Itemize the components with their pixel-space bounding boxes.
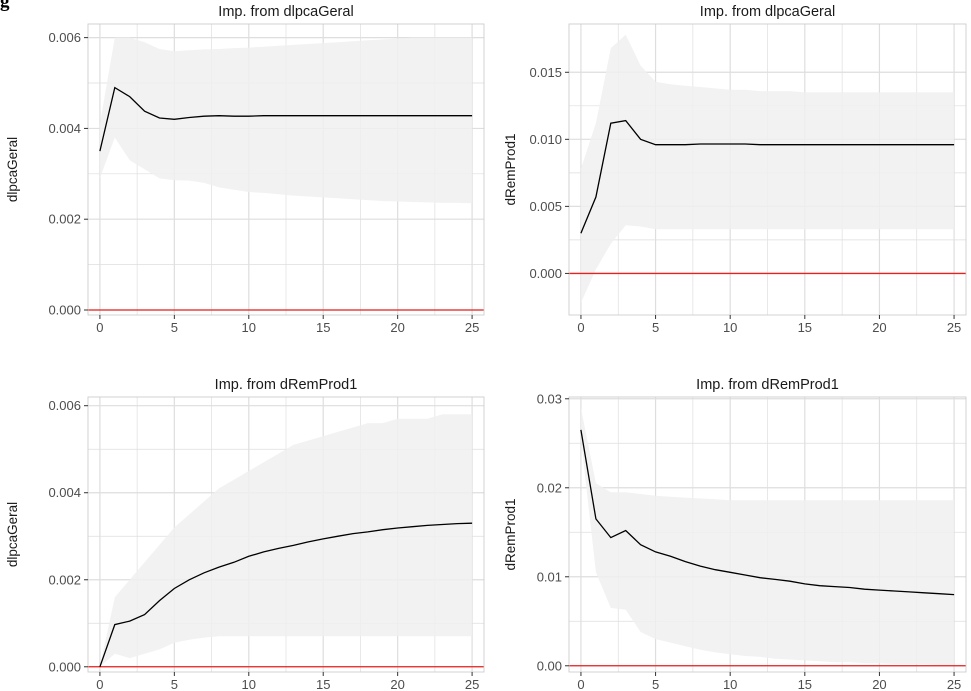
y-tick-label: 0.01 bbox=[537, 569, 562, 584]
x-tick-label: 10 bbox=[723, 677, 737, 691]
x-tick-label: 25 bbox=[947, 677, 961, 691]
x-tick-label: 0 bbox=[577, 677, 584, 691]
panel-title: Imp. from dRemProd1 bbox=[215, 377, 358, 393]
x-tick-label: 5 bbox=[652, 677, 659, 691]
x-tick-label: 15 bbox=[798, 320, 812, 335]
x-tick-label: 25 bbox=[465, 320, 479, 335]
plot-area bbox=[569, 24, 966, 315]
chart-panel-3: 0 5 10 15 20 25 0.000 0.002 0.004 0.006 Imp. from … bbox=[5, 377, 485, 691]
chart-panel-2: 0 5 10 15 20 25 0.000 0.005 0.010 0.015 Imp. from … bbox=[503, 4, 967, 335]
x-tick-label: 25 bbox=[465, 677, 479, 691]
y-tick-label: 0.006 bbox=[48, 30, 81, 45]
panel-border bbox=[568, 23, 967, 316]
x-tick-label: 5 bbox=[652, 320, 659, 335]
x-tick-label: 0 bbox=[577, 320, 584, 335]
impulse-response-line bbox=[580, 429, 955, 596]
plot-area bbox=[569, 397, 966, 672]
y-tick-label: 0.03 bbox=[537, 391, 562, 406]
y-tick-label: 0.00 bbox=[537, 658, 562, 673]
impulse-response-line bbox=[99, 522, 473, 668]
y-tick-label: 0.010 bbox=[529, 132, 562, 147]
panel-title: Imp. from dRemProd1 bbox=[696, 377, 839, 393]
y-tick-label: 0.004 bbox=[48, 121, 81, 136]
plot-area bbox=[88, 397, 484, 672]
x-tick-label: 15 bbox=[316, 677, 330, 691]
y-tick-label: 0.002 bbox=[48, 212, 81, 227]
y-tick-label: 0.000 bbox=[48, 303, 81, 318]
x-tick-label: 0 bbox=[96, 677, 103, 691]
y-axis-label: dlpcaGeral bbox=[5, 137, 20, 202]
panel-title: Imp. from dlpcaGeral bbox=[218, 4, 353, 20]
x-tick-label: 20 bbox=[872, 320, 886, 335]
confidence-band bbox=[580, 34, 955, 303]
chart-panel-1: 0 5 10 15 20 25 0.000 0.002 0.004 0.006 Imp. from … bbox=[5, 4, 485, 335]
x-tick-label: 0 bbox=[96, 320, 103, 335]
y-axis-label: dRemProd1 bbox=[503, 498, 518, 570]
y-tick-label: 0.002 bbox=[48, 572, 81, 587]
confidence-band bbox=[99, 414, 473, 667]
y-tick-label: 0.000 bbox=[529, 266, 562, 281]
impulse-response-line bbox=[580, 119, 955, 234]
x-tick-label: 15 bbox=[798, 677, 812, 691]
panel-border bbox=[568, 396, 967, 673]
x-tick-label: 25 bbox=[947, 320, 961, 335]
y-tick-label: 0.004 bbox=[48, 485, 81, 500]
y-tick-label: 0.015 bbox=[529, 65, 562, 80]
y-tick-label: 0.006 bbox=[48, 398, 81, 413]
confidence-band bbox=[580, 407, 955, 665]
y-axis-label: dRemProd1 bbox=[503, 133, 518, 205]
x-tick-label: 10 bbox=[242, 320, 256, 335]
x-tick-label: 10 bbox=[242, 677, 256, 691]
y-axis-label: dlpcaGeral bbox=[5, 502, 20, 567]
panel-border bbox=[87, 23, 485, 316]
x-tick-label: 20 bbox=[872, 677, 886, 691]
x-tick-label: 20 bbox=[390, 320, 404, 335]
y-tick-label: 0.02 bbox=[537, 480, 562, 495]
x-tick-label: 5 bbox=[171, 677, 178, 691]
x-tick-label: 10 bbox=[723, 320, 737, 335]
chart-panel-4: 0 5 10 15 20 25 0.00 0.01 0.02 0.03 Imp. from dRem… bbox=[503, 377, 967, 691]
figure-heading: g bbox=[0, 0, 10, 12]
x-tick-label: 20 bbox=[390, 677, 404, 691]
panel-border bbox=[87, 396, 485, 673]
y-tick-label: 0.000 bbox=[48, 659, 81, 674]
confidence-band bbox=[99, 37, 473, 204]
x-tick-label: 15 bbox=[316, 320, 330, 335]
impulse-response-line bbox=[99, 86, 473, 152]
plot-area bbox=[88, 24, 484, 315]
y-tick-label: 0.005 bbox=[529, 199, 562, 214]
panel-title: Imp. from dlpcaGeral bbox=[700, 4, 835, 20]
x-tick-label: 5 bbox=[171, 320, 178, 335]
